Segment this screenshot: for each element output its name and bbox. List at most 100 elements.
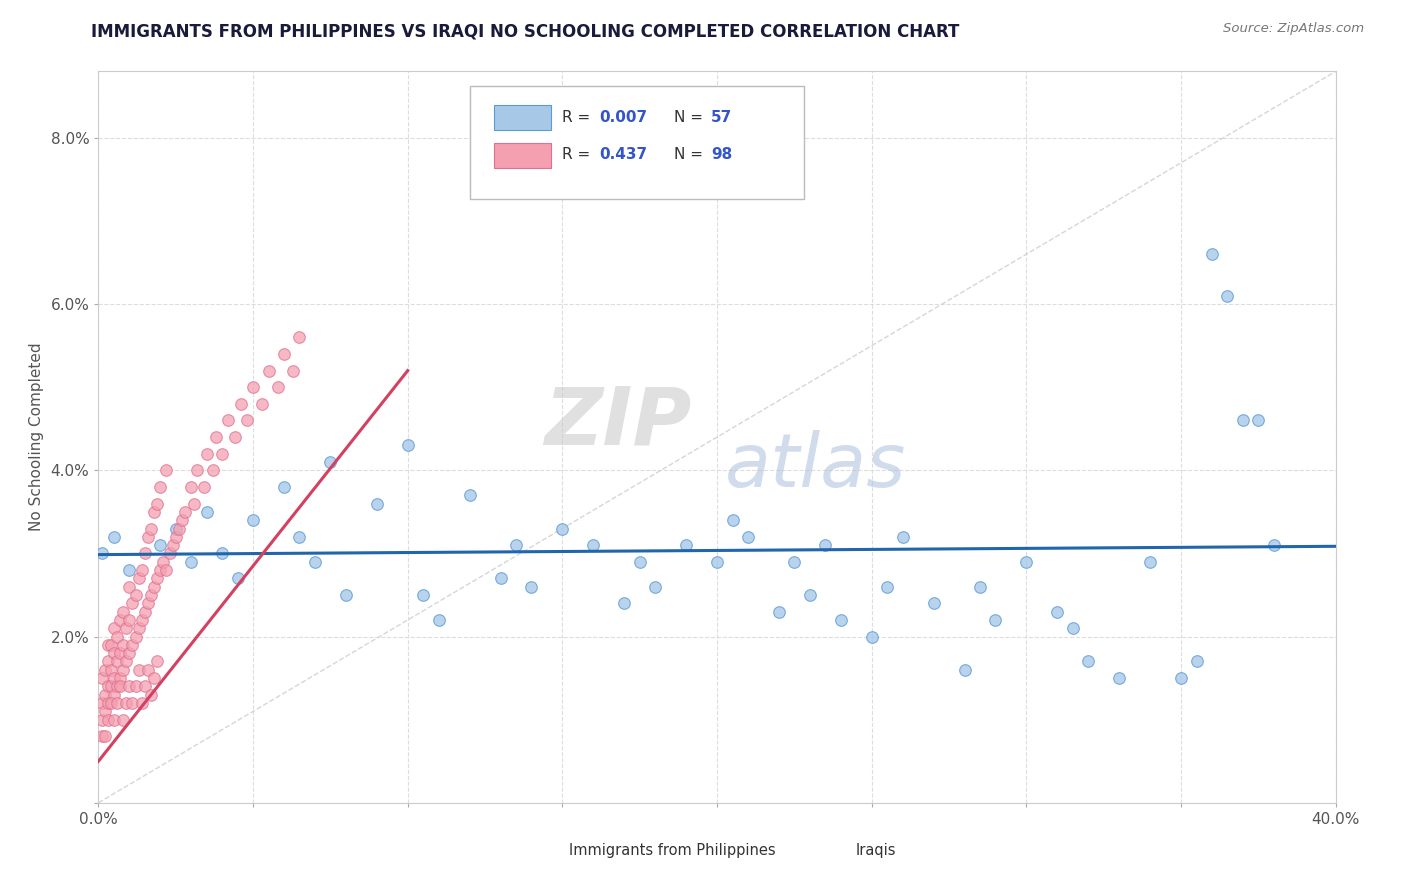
Point	[90, 546, 112, 560]
Point	[103, 671, 125, 685]
Point	[489, 571, 512, 585]
Point	[174, 505, 197, 519]
Point	[159, 546, 181, 560]
Point	[335, 588, 357, 602]
Point	[799, 588, 821, 602]
Point	[146, 655, 169, 669]
FancyBboxPatch shape	[820, 840, 852, 862]
Point	[149, 480, 172, 494]
Point	[146, 571, 169, 585]
Text: 0.437: 0.437	[599, 146, 648, 161]
Point	[128, 571, 150, 585]
Point	[118, 646, 141, 660]
Point	[551, 521, 574, 535]
Text: R =: R =	[562, 146, 596, 161]
Point	[211, 546, 233, 560]
Point	[193, 480, 215, 494]
Point	[195, 447, 218, 461]
Point	[112, 663, 135, 677]
Point	[984, 613, 1007, 627]
Point	[100, 680, 122, 694]
Point	[205, 430, 228, 444]
Point	[103, 530, 125, 544]
Point	[112, 713, 135, 727]
Point	[876, 580, 898, 594]
Point	[1139, 555, 1161, 569]
Point	[304, 555, 326, 569]
Point	[288, 530, 311, 544]
Point	[288, 330, 311, 344]
Point	[146, 497, 169, 511]
Point	[93, 663, 115, 677]
Point	[121, 638, 143, 652]
FancyBboxPatch shape	[523, 840, 562, 862]
Point	[103, 688, 125, 702]
Point	[1108, 671, 1130, 685]
Point	[108, 680, 131, 694]
Point	[1201, 247, 1223, 261]
Point	[860, 630, 883, 644]
Point	[115, 621, 138, 635]
Y-axis label: No Schooling Completed: No Schooling Completed	[30, 343, 44, 532]
Point	[108, 646, 131, 660]
Point	[103, 621, 125, 635]
Point	[427, 613, 450, 627]
Point	[90, 696, 112, 710]
Point	[737, 530, 759, 544]
Text: atlas: atlas	[725, 430, 907, 502]
Point	[93, 705, 115, 719]
Point	[195, 505, 218, 519]
Text: IMMIGRANTS FROM PHILIPPINES VS IRAQI NO SCHOOLING COMPLETED CORRELATION CHART: IMMIGRANTS FROM PHILIPPINES VS IRAQI NO …	[91, 22, 960, 40]
Point	[242, 380, 264, 394]
Point	[224, 430, 246, 444]
Point	[162, 538, 184, 552]
Point	[396, 438, 419, 452]
Point	[1247, 413, 1270, 427]
Point	[115, 696, 138, 710]
Point	[582, 538, 605, 552]
Point	[180, 555, 202, 569]
Point	[118, 680, 141, 694]
Point	[186, 463, 208, 477]
Point	[183, 497, 205, 511]
Point	[1077, 655, 1099, 669]
Point	[217, 413, 239, 427]
Point	[134, 546, 156, 560]
Point	[131, 563, 153, 577]
Point	[136, 530, 159, 544]
Point	[1062, 621, 1084, 635]
Point	[124, 588, 146, 602]
Point	[128, 621, 150, 635]
Point	[814, 538, 837, 552]
Point	[97, 696, 120, 710]
Point	[211, 447, 233, 461]
FancyBboxPatch shape	[470, 86, 804, 200]
Point	[165, 530, 187, 544]
Point	[458, 488, 481, 502]
Point	[118, 580, 141, 594]
Point	[134, 680, 156, 694]
Point	[267, 380, 290, 394]
Point	[273, 347, 295, 361]
Point	[143, 580, 166, 594]
Point	[366, 497, 388, 511]
Point	[167, 521, 190, 535]
Point	[252, 397, 274, 411]
Point	[103, 713, 125, 727]
Point	[97, 638, 120, 652]
Point	[891, 530, 914, 544]
Point	[242, 513, 264, 527]
Point	[93, 688, 115, 702]
Point	[134, 605, 156, 619]
Point	[155, 563, 177, 577]
Point	[969, 580, 991, 594]
Point	[139, 588, 162, 602]
Point	[121, 696, 143, 710]
Point	[105, 630, 128, 644]
Point	[1232, 413, 1254, 427]
Point	[128, 663, 150, 677]
Point	[149, 538, 172, 552]
Point	[105, 680, 128, 694]
Point	[124, 630, 146, 644]
Point	[115, 655, 138, 669]
